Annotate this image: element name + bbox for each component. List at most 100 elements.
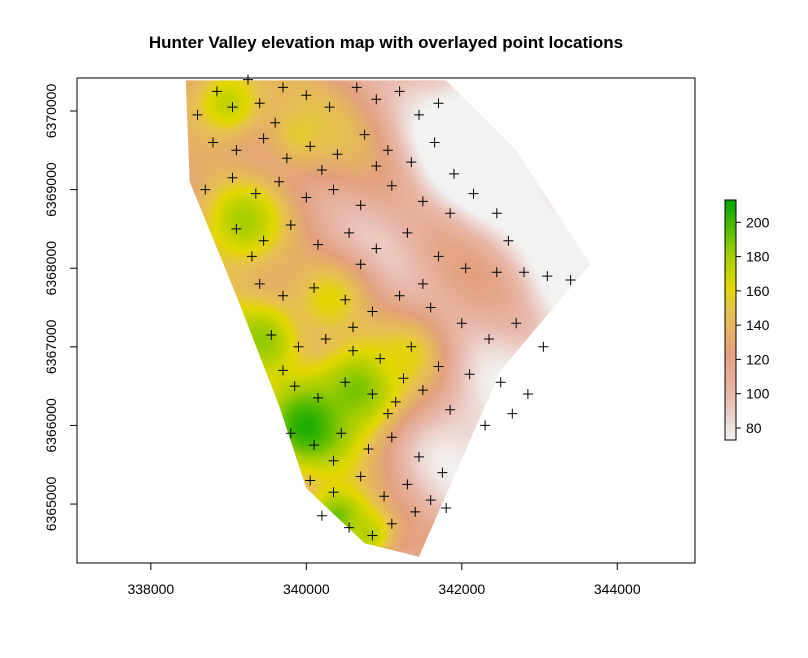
point-marker (371, 161, 382, 171)
point-marker (340, 377, 351, 388)
point-marker (414, 451, 424, 462)
point-marker (542, 271, 553, 282)
point-marker (355, 259, 366, 270)
point-marker (433, 361, 444, 372)
legend-tick-label: 160 (746, 283, 770, 299)
point-marker (305, 475, 316, 486)
chart-title: Hunter Valley elevation map with overlay… (149, 33, 623, 52)
point-marker (386, 432, 397, 443)
point-marker (324, 102, 335, 113)
point-marker (344, 227, 355, 238)
point-marker (309, 440, 320, 451)
point-marker (278, 290, 288, 301)
point-marker (246, 251, 257, 262)
point-marker (410, 506, 421, 517)
point-marker (344, 522, 355, 533)
point-marker (301, 90, 312, 101)
point-marker (437, 467, 448, 478)
x-tick-label: 340000 (283, 581, 330, 597)
point-marker (417, 385, 428, 396)
point-marker (320, 334, 331, 344)
point-marker (402, 227, 413, 238)
y-tick-label: 6368000 (43, 241, 59, 296)
point-marker (464, 369, 475, 380)
point-marker (367, 530, 378, 541)
point-marker (231, 145, 242, 156)
point-marker (227, 102, 238, 113)
x-tick-label: 338000 (127, 581, 174, 597)
y-tick-label: 6370000 (43, 84, 59, 139)
point-marker (441, 503, 452, 513)
point-marker (406, 341, 417, 352)
y-tick-label: 6366000 (43, 398, 59, 453)
point-marker (289, 381, 300, 392)
y-tick-label: 6367000 (43, 319, 59, 374)
point-marker (468, 188, 479, 199)
point-marker (503, 235, 514, 246)
x-tick-label: 342000 (438, 581, 485, 597)
legend-color-bar (724, 199, 737, 441)
point-marker (480, 420, 491, 431)
point-marker (274, 176, 285, 187)
point-marker (491, 208, 502, 219)
point-marker (231, 223, 242, 234)
point-marker (390, 396, 401, 407)
legend-tick-label: 180 (746, 249, 770, 265)
point-marker (227, 172, 238, 183)
point-marker (429, 137, 440, 148)
point-marker (425, 495, 436, 506)
point-marker (328, 455, 339, 466)
point-marker (414, 109, 424, 120)
point-marker (445, 404, 456, 415)
legend-tick-label: 120 (746, 351, 770, 367)
point-marker (406, 157, 417, 168)
point-marker (281, 153, 292, 164)
point-marker (348, 345, 358, 356)
point-marker (266, 330, 277, 340)
point-marker (367, 389, 378, 399)
point-marker (456, 318, 467, 329)
point-marker (336, 428, 347, 439)
point-marker (565, 275, 576, 285)
point-marker (386, 180, 397, 191)
point-marker (491, 267, 502, 278)
point-marker (398, 373, 409, 384)
point-marker (285, 428, 296, 439)
point-marker (258, 235, 269, 246)
point-marker (355, 200, 366, 211)
point-marker (278, 82, 288, 93)
point-marker (332, 149, 343, 160)
point-marker (316, 165, 327, 175)
point-marker (328, 184, 339, 195)
point-marker (328, 487, 339, 498)
point-marker (313, 239, 323, 250)
point-marker (309, 282, 320, 293)
point-marker (433, 251, 444, 262)
point-marker (371, 94, 382, 105)
point-marker (278, 365, 288, 376)
point-marker (417, 196, 428, 207)
point-marker (402, 479, 413, 490)
point-marker (243, 74, 253, 85)
legend-tick-label: 80 (746, 420, 762, 436)
color-legend: 80 100 120 140 160 180 200 (724, 199, 770, 441)
point-marker (348, 322, 358, 333)
point-marker (211, 86, 222, 97)
point-marker (250, 188, 261, 199)
point-marker (371, 243, 382, 254)
point-marker (394, 290, 405, 301)
point-marker (417, 278, 428, 289)
point-marker (386, 518, 397, 529)
y-axis: 6365000 6366000 6367000 6368000 6369000 63700… (43, 84, 78, 531)
point-marker (285, 220, 296, 230)
point-marker (511, 318, 522, 329)
point-marker (192, 109, 203, 120)
point-marker (375, 353, 386, 364)
point-marker (293, 341, 304, 352)
point-marker (538, 341, 549, 352)
point-marker (301, 192, 312, 203)
point-marker (379, 491, 390, 502)
point-marker (254, 98, 265, 109)
point-marker (495, 377, 506, 388)
point-marker (200, 184, 211, 195)
